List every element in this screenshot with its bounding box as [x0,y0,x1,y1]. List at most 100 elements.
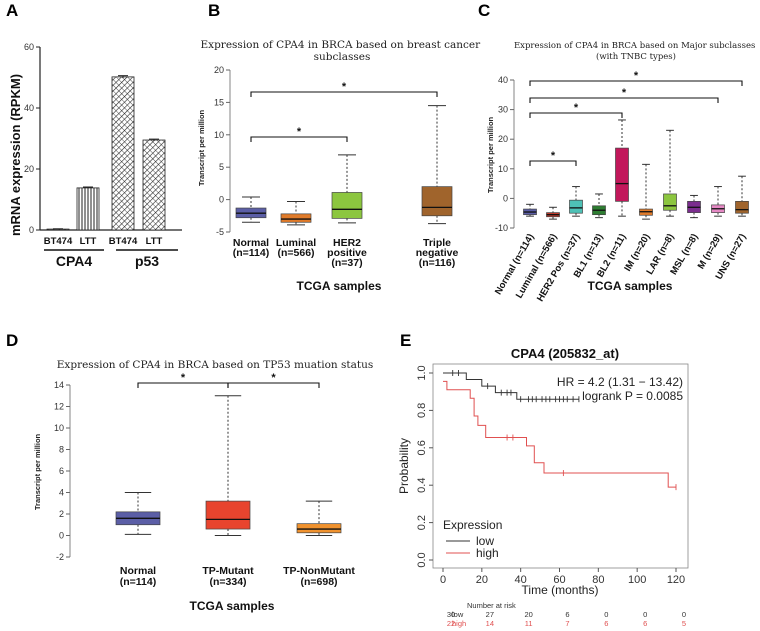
panel-b-category-label: Triple [423,237,451,249]
panel-e-xtick-label: 120 [667,574,685,586]
panel-e-ytick-label: 0.0 [416,552,428,567]
panel-letter-d: D [6,331,18,350]
panel-letter-a: A [6,1,18,20]
panel-d-ytick-label: 12 [54,402,64,412]
panel-e-risk-row-label: low [452,610,464,619]
panel-c-ytick-label: 40 [498,75,508,85]
panel-e-risk-value: 6 [604,619,608,628]
panel-d-significance-star: * [181,372,186,384]
panel-c-significance-star: * [574,102,579,114]
panel-a-category-label: BT474 [44,236,73,247]
panel-e-ytick-label: 0.4 [416,478,428,493]
panel-a-ytick-label: 60 [24,42,34,52]
panel-b-y-axis-label: Transcript per million [197,109,206,186]
panel-d-category-n: (n=334) [209,576,246,588]
panel-d-box-chart: Expression of CPA4 in BRCA based on TP53… [33,359,373,613]
panel-a-bar-2 [111,76,135,231]
panel-d-category-label: TP-NonMutant [283,565,355,577]
panel-d-ytick-label: 2 [59,509,64,519]
panel-b-category-label: negative [416,247,459,259]
panel-c-box-chart: Expression of CPA4 in BRCA based on Majo… [486,41,758,304]
panel-e-legend-high: high [476,546,499,560]
panel-d-category-label: Normal [120,565,156,577]
panel-e-risk-value: 6 [565,610,569,619]
panel-c-ytick-label: 0 [503,193,508,203]
panel-c-significance-bracket [529,80,743,86]
panel-e-legend-title: Expression [443,518,502,532]
panel-e-risk-value: 0 [604,610,608,619]
panel-d-significance-star: * [271,372,276,384]
panel-e-ytick-label: 0.2 [416,515,428,530]
panel-b-ytick-label: -5 [216,227,224,237]
panel-c-significance-star: * [551,150,556,162]
panel-a-bar-3 [142,139,166,231]
panel-e-title: CPA4 (205832_at) [511,346,619,361]
panel-c-title: Expression of CPA4 in BRCA based on Majo… [514,41,758,62]
panel-b-ytick-label: 5 [219,162,224,172]
panel-a-category-label: BT474 [109,236,138,247]
panel-c-box-9 [735,201,749,214]
panel-b-significance-bracket [250,136,348,142]
panel-b-box-1 [280,213,312,223]
panel-e-curve-high [443,380,676,488]
panel-d-ytick-label: 6 [59,466,64,476]
panel-b-ytick-label: 20 [214,65,224,75]
panel-b-category-label: Luminal [276,237,316,249]
panel-a-ytick-label: 0 [29,225,34,235]
panel-b-box-2 [331,192,363,219]
panel-d-ytick-label: 4 [59,488,64,498]
panel-b-category-n: (n=37) [331,257,362,269]
panel-d-title: Expression of CPA4 in BRCA based on TP53… [57,359,373,371]
panel-e-ytick-label: 1.0 [416,365,428,380]
panel-d-ytick-label: 0 [59,531,64,541]
panel-c-box-4 [615,147,629,202]
panel-e-xtick-label: 60 [553,574,565,586]
panel-c-x-axis-label: TCGA samples [588,279,673,293]
panel-a-group-label: p53 [135,253,159,269]
panel-b-ytick-label: 0 [219,195,224,205]
panel-a-category-label: LTT [146,236,163,247]
panel-e-curve-low [443,372,579,400]
panel-d-box-2 [296,523,342,534]
panel-e-xtick-label: 20 [476,574,488,586]
panel-c-title-line2: (with TNBC types) [596,51,676,62]
panel-e-xtick-label: 0 [440,574,446,586]
panel-c-ytick-label: 30 [498,105,508,115]
panel-c-ytick-label: -10 [495,223,508,233]
panel-e-risk-value: 30 [447,610,455,619]
panel-e-risk-value: 6 [643,619,647,628]
panel-e-km-chart: CPA4 (205832_at) Probability Time (month… [397,346,689,628]
panel-d-x-axis-label: TCGA samples [190,599,275,613]
panel-a-bar-chart: mRNA expression (RPKM) 0 20 40 60 BT474 LTT B… [8,42,182,269]
panel-d-box-1 [205,500,251,530]
panel-a-group-label: CPA4 [56,253,93,269]
panel-b-category-n: (n=114) [233,247,269,259]
panel-b-x-axis-label: TCGA samples [297,279,382,293]
panel-b-title-line2: subclasses [314,51,371,63]
panel-c-significance-bracket [529,97,719,103]
panel-c-significance-bracket [529,112,623,118]
panel-b-ytick-label: 10 [214,130,224,140]
panel-a-category-label: LTT [80,236,97,247]
panel-a-bar-1 [76,187,100,231]
panel-e-logrank-p: logrank P = 0.0085 [582,389,683,403]
panel-d-y-axis-label: Transcript per million [33,433,42,510]
panel-d-ytick-label: 10 [54,423,64,433]
panel-c-ytick-label: 20 [498,134,508,144]
panel-b-category-n: (n=566) [277,247,314,259]
panel-a-ytick-label: 40 [24,103,34,113]
panel-c-significance-star: * [622,87,627,99]
panel-b-title: Expression of CPA4 in BRCA based on brea… [201,39,484,63]
panel-d-ytick-label: 8 [59,445,64,455]
panel-d-category-n: (n=114) [120,576,156,588]
panel-a-ytick-label: 20 [24,164,34,174]
panel-letter-c: C [478,1,490,20]
panel-e-x-axis-label: Time (months) [522,583,599,597]
panel-e-risk-value: 7 [565,619,569,628]
panel-c-ytick-label: 10 [498,164,508,174]
panel-e-risk-value: 14 [486,619,494,628]
panel-d-category-n: (n=698) [300,576,337,588]
panel-b-title-line1: Expression of CPA4 in BRCA based on brea… [201,39,482,51]
panel-d-ytick-label: -2 [56,552,64,562]
